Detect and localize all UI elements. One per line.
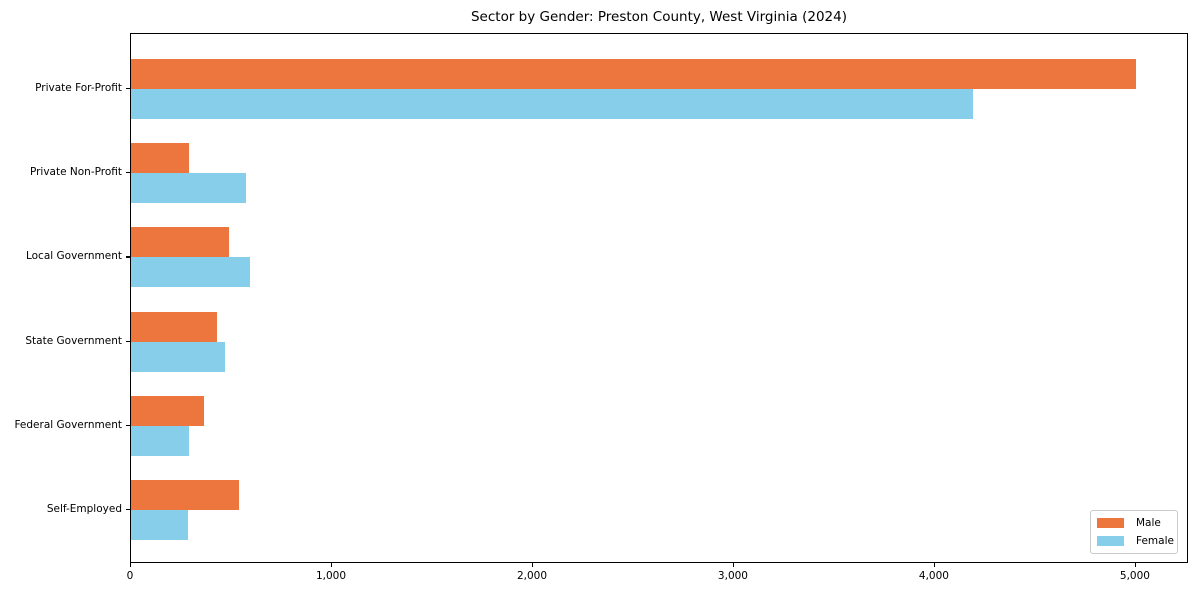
x-tick-label: 0 — [126, 570, 134, 582]
bar-female-self-employed — [131, 510, 188, 540]
bar-male-private-non-profit — [131, 143, 189, 174]
y-tick-mark — [126, 340, 130, 342]
bar-female-federal-government — [131, 425, 189, 456]
y-tick-label: Local Government — [25, 250, 122, 263]
y-tick-mark — [126, 256, 130, 258]
bar-male-federal-government — [131, 395, 204, 426]
x-tick-mark — [1134, 563, 1137, 567]
y-tick-label: Self-Employed — [46, 503, 122, 515]
bar-female-private-for-profit — [131, 89, 973, 119]
plot-area — [130, 33, 1188, 563]
legend-item-male: Male — [1097, 516, 1177, 530]
bar-female-private-non-profit — [131, 173, 246, 204]
x-tick-label: 5,000 — [1119, 570, 1150, 582]
y-tick-mark — [126, 88, 130, 90]
bar-female-local-government — [131, 257, 250, 288]
bar-female-state-government — [131, 341, 225, 372]
legend: Male Female — [1090, 510, 1178, 554]
female-swatch — [1097, 536, 1124, 547]
y-tick-mark — [126, 509, 130, 511]
y-tick-label: Private For-Profit — [35, 82, 122, 94]
x-tick-mark — [531, 563, 534, 567]
x-tick-label: 4,000 — [918, 570, 949, 582]
x-tick-mark — [732, 563, 735, 567]
chart-title: Sector by Gender: Preston County, West V… — [470, 9, 848, 25]
x-tick-label: 2,000 — [516, 570, 547, 582]
male-swatch — [1097, 517, 1124, 528]
bar-male-private-for-profit — [131, 59, 1136, 89]
legend-label-male: Male — [1136, 516, 1161, 529]
legend-item-female: Female — [1097, 534, 1177, 548]
bar-male-self-employed — [131, 480, 239, 510]
y-tick-label: Federal Government — [14, 418, 122, 431]
bar-male-local-government — [131, 227, 229, 258]
y-tick-mark — [126, 424, 130, 426]
y-tick-label: Private Non-Profit — [29, 166, 122, 179]
legend-label-female: Female — [1136, 535, 1174, 548]
y-tick-label: State Government — [25, 334, 122, 347]
x-tick-mark — [130, 563, 132, 567]
x-tick-label: 1,000 — [315, 570, 347, 582]
bar-male-state-government — [131, 311, 217, 342]
x-tick-mark — [933, 563, 936, 567]
y-tick-mark — [126, 172, 130, 174]
x-tick-mark — [330, 563, 333, 567]
x-tick-label: 3,000 — [717, 570, 748, 582]
